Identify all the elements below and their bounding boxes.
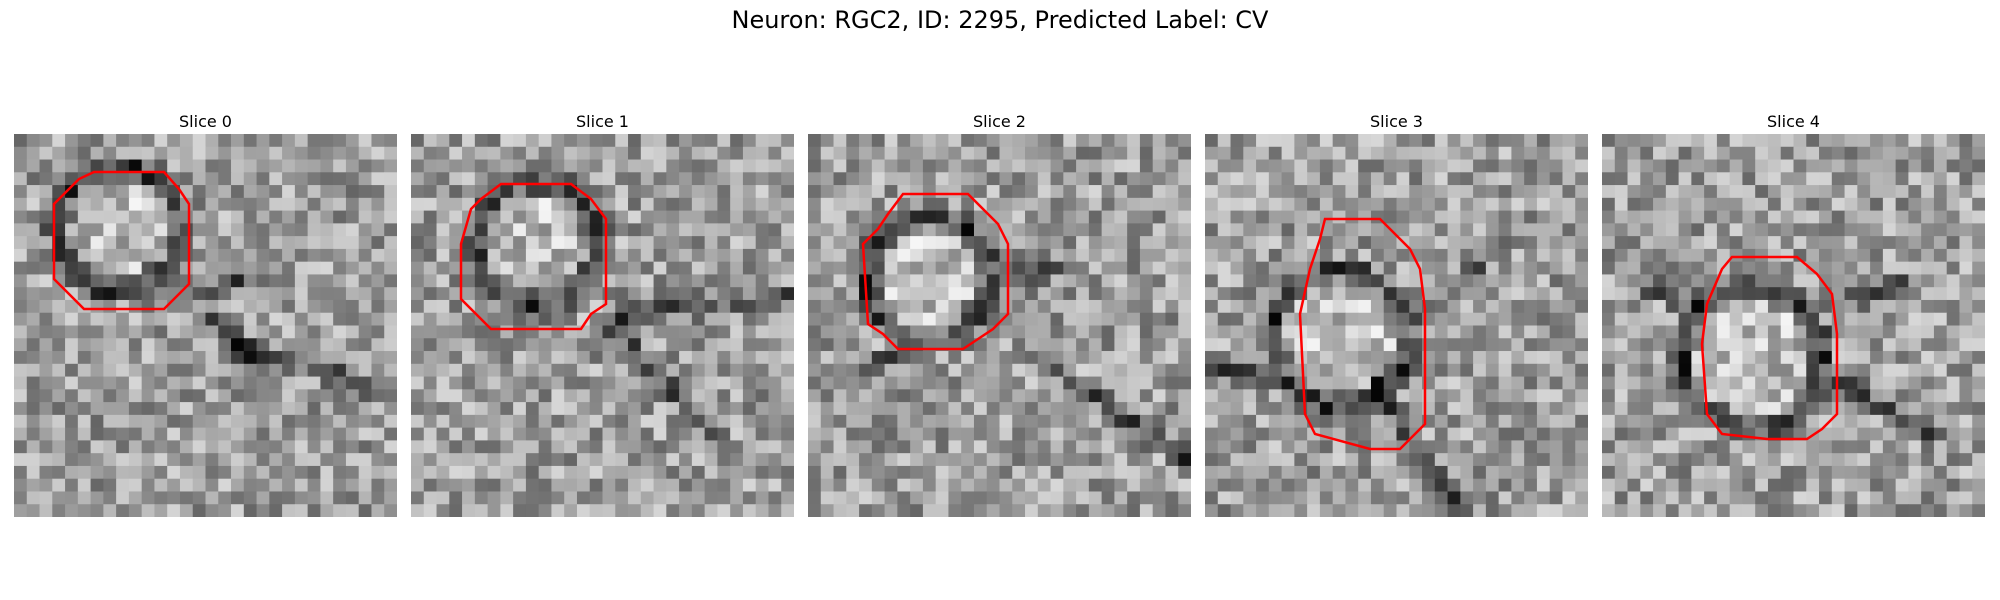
slice-image-2 bbox=[808, 134, 1191, 517]
slice-panel-0: Slice 0 bbox=[14, 110, 397, 517]
slice-title-0: Slice 0 bbox=[14, 110, 397, 134]
slice-title-3: Slice 3 bbox=[1205, 110, 1588, 134]
figure-title: Neuron: RGC2, ID: 2295, Predicted Label:… bbox=[0, 6, 2000, 34]
slice-image-1 bbox=[411, 134, 794, 517]
slice-panel-3: Slice 3 bbox=[1205, 110, 1588, 517]
slice-title-1: Slice 1 bbox=[411, 110, 794, 134]
slice-image-0 bbox=[14, 134, 397, 517]
slice-title-4: Slice 4 bbox=[1602, 110, 1985, 134]
slice-panel-1: Slice 1 bbox=[411, 110, 794, 517]
slice-panel-4: Slice 4 bbox=[1602, 110, 1985, 517]
slice-image-4 bbox=[1602, 134, 1985, 517]
slice-panel-2: Slice 2 bbox=[808, 110, 1191, 517]
slice-title-2: Slice 2 bbox=[808, 110, 1191, 134]
slice-image-3 bbox=[1205, 134, 1588, 517]
